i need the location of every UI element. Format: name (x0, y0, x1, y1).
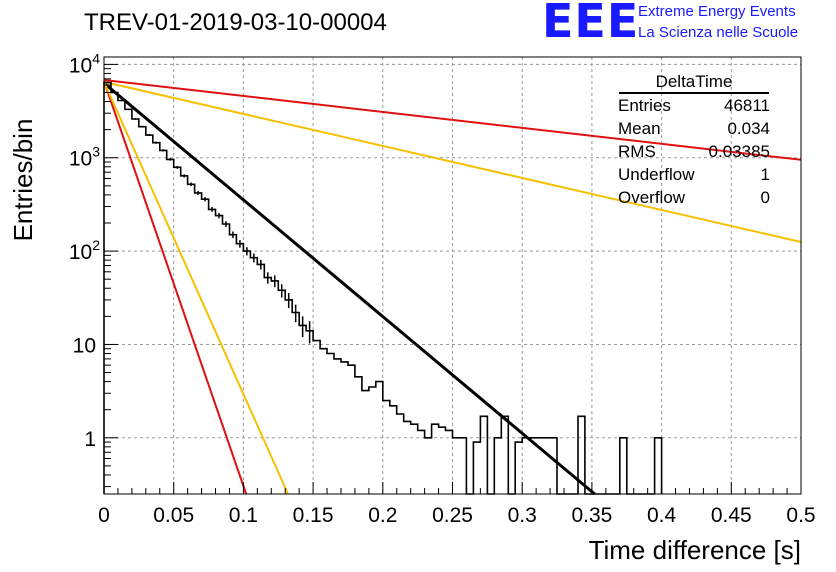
stats-row-overflow: Overflow 0 (612, 186, 776, 209)
stats-value: 0 (760, 188, 770, 207)
x-axis-label: Time difference [s] (589, 535, 801, 565)
stats-row-mean: Mean 0.034 (612, 117, 776, 140)
fit-curves (103, 79, 802, 496)
y-tick-label: 104 (69, 50, 100, 77)
histogram (103, 81, 663, 495)
x-tick-label: 0.15 (293, 504, 334, 527)
stats-title: DeltaTime (619, 72, 769, 94)
curve-black (103, 81, 596, 496)
x-tick-label: 0 (98, 504, 110, 527)
curve-yellow (103, 81, 289, 495)
x-tick-label: 0.2 (368, 504, 397, 527)
x-tick-label: 0.1 (229, 504, 258, 527)
stats-label: Underflow (618, 165, 695, 184)
stats-row-rms: RMS 0.03385 (612, 140, 776, 163)
axis-ticks (103, 63, 802, 494)
y-axis-label: Entries/bin (8, 119, 38, 242)
stats-value: 0.034 (727, 119, 770, 138)
y-tick-label: 10 (73, 334, 96, 357)
tick-labels: 0 0.05 0.1 0.15 0.2 0.25 0.3 0.35 0.4 0.45 0.51101… (69, 50, 816, 527)
stats-value: 0.03385 (708, 142, 770, 161)
curve-red (103, 79, 802, 161)
stats-value: 1 (760, 165, 770, 184)
stats-label: RMS (618, 142, 656, 161)
stats-box: DeltaTime Entries 46811 Mean 0.034 RMS 0.03… (612, 72, 776, 209)
logo-line-1: Extreme Energy Events (638, 3, 796, 20)
y-tick-label: 103 (69, 144, 100, 171)
curve-yellow (103, 80, 802, 243)
stats-label: Overflow (618, 188, 686, 207)
stats-label: Mean (618, 119, 661, 138)
stats-value: 46811 (723, 96, 770, 115)
curve-red (103, 80, 248, 495)
plot-title: TREV-01-2019-03-10-00004 (84, 9, 387, 36)
x-tick-label: 0.25 (432, 504, 473, 527)
stats-label: Entries (618, 96, 671, 115)
x-tick-label: 0.4 (647, 504, 677, 527)
x-tick-label: 0.5 (786, 504, 815, 527)
x-tick-label: 0.35 (571, 504, 612, 527)
histogram-steps (103, 81, 663, 495)
logo-line-2: La Scienza nelle Scuole (638, 24, 799, 41)
x-tick-label: 0.05 (153, 504, 194, 527)
x-tick-label: 0.45 (711, 504, 752, 527)
eee-logo: EEE (542, 0, 640, 48)
y-tick-label: 102 (69, 237, 100, 264)
y-tick-label: 1 (84, 428, 96, 451)
stats-row-entries: Entries 46811 (612, 94, 776, 117)
stats-row-underflow: Underflow 1 (612, 163, 776, 186)
x-tick-label: 0.3 (508, 504, 537, 527)
